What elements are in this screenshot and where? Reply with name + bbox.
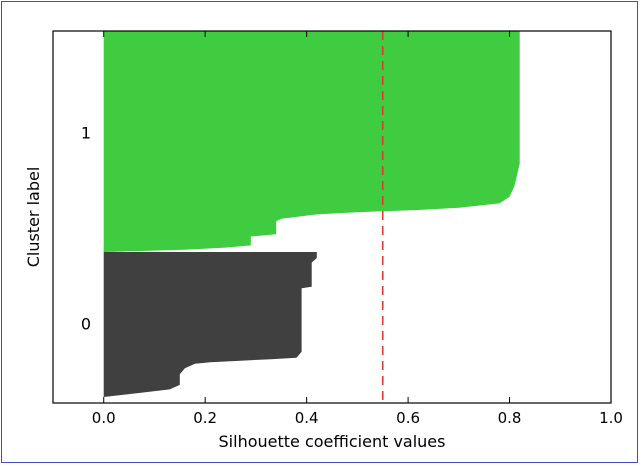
- cluster-labels: 01: [81, 124, 91, 334]
- cluster-1-silhouette-band: [103, 31, 520, 252]
- x-tick-label: 0.4: [295, 409, 319, 427]
- cluster-label-0: 0: [81, 315, 91, 334]
- x-tick-label: 0.8: [498, 409, 522, 427]
- x-axis-ticks: 0.0 0.2 0.4 0.6 0.8 1.0: [92, 31, 623, 427]
- x-tick-label: 0.6: [396, 409, 420, 427]
- x-tick-label: 0.0: [92, 409, 116, 427]
- plot-border: [52, 30, 612, 404]
- y-axis-label: Cluster label: [24, 167, 43, 268]
- cluster-label-1: 1: [81, 124, 91, 143]
- cluster-0-silhouette-band: [103, 252, 317, 403]
- x-axis-label: Silhouette coefficient values: [219, 432, 446, 451]
- x-tick-label: 0.2: [193, 409, 217, 427]
- cluster-bands: [103, 31, 520, 403]
- x-tick-label: 1.0: [599, 409, 623, 427]
